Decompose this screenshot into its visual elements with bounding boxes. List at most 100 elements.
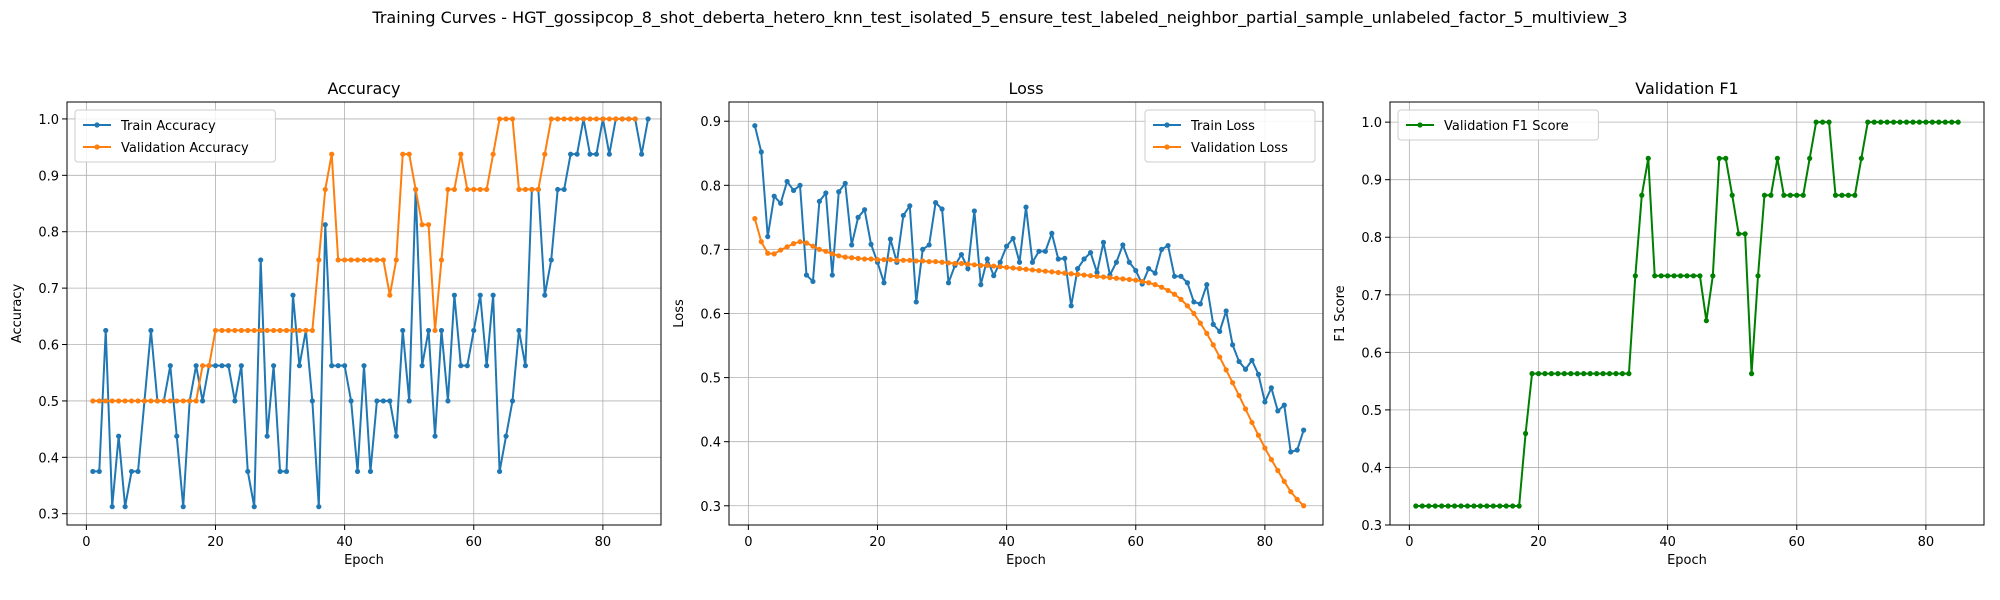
y-tick-label: 0.7 xyxy=(38,282,59,297)
data-point-train-loss xyxy=(1062,255,1068,261)
data-point-validation-loss xyxy=(823,248,829,254)
data-point-validation-f1-score xyxy=(1723,155,1729,161)
data-point-validation-accuracy xyxy=(174,398,180,404)
data-point-validation-loss xyxy=(1178,296,1184,302)
data-point-validation-loss xyxy=(1023,266,1029,272)
y-axis-label: Loss xyxy=(672,299,687,328)
data-point-validation-f1-score xyxy=(1419,503,1425,509)
data-point-train-loss xyxy=(1184,280,1191,286)
data-point-train-accuracy xyxy=(354,468,361,475)
data-point-validation-f1-score xyxy=(1497,503,1503,509)
data-point-train-accuracy xyxy=(283,468,290,475)
data-point-validation-loss xyxy=(958,260,965,267)
data-point-validation-f1-score xyxy=(1807,155,1813,161)
data-point-validation-loss xyxy=(907,257,913,263)
data-point-validation-loss xyxy=(1029,267,1036,273)
data-point-train-loss xyxy=(1094,269,1100,276)
y-tick-label: 0.9 xyxy=(38,169,59,184)
data-point-validation-f1-score xyxy=(1819,119,1826,125)
x-tick-label: 20 xyxy=(1530,535,1547,550)
data-point-train-accuracy xyxy=(555,186,561,193)
data-point-train-loss xyxy=(997,259,1003,265)
data-point-validation-f1-score xyxy=(1439,503,1445,509)
data-point-validation-accuracy xyxy=(380,257,386,263)
data-point-train-loss xyxy=(1268,385,1274,391)
x-tick-label: 0 xyxy=(744,535,752,550)
data-point-validation-loss xyxy=(991,263,997,269)
data-point-validation-f1-score xyxy=(1878,119,1884,125)
data-point-validation-accuracy xyxy=(238,327,244,334)
data-point-train-loss xyxy=(1294,447,1300,453)
data-point-validation-f1-score xyxy=(1477,503,1483,509)
data-point-train-accuracy xyxy=(509,398,516,404)
data-point-train-loss xyxy=(1236,358,1242,365)
data-point-validation-f1-score xyxy=(1845,192,1852,198)
data-point-validation-accuracy xyxy=(451,186,457,193)
data-point-validation-f1-score xyxy=(1426,503,1432,509)
data-point-train-accuracy xyxy=(606,151,612,157)
data-point-train-accuracy xyxy=(419,363,425,369)
y-tick-label: 0.5 xyxy=(700,372,721,387)
data-point-train-accuracy xyxy=(96,468,102,475)
legend-label: Validation Loss xyxy=(1191,141,1288,156)
data-point-train-loss xyxy=(1262,399,1268,405)
data-point-validation-loss xyxy=(1152,282,1158,288)
data-point-train-accuracy xyxy=(393,433,399,439)
data-point-train-loss xyxy=(823,190,829,196)
data-point-validation-f1-score xyxy=(1903,119,1910,125)
data-point-validation-loss xyxy=(952,260,958,267)
data-point-validation-loss xyxy=(887,257,894,263)
data-point-validation-f1-score xyxy=(1594,371,1600,377)
data-point-validation-f1-score xyxy=(1542,371,1548,377)
data-point-validation-f1-score xyxy=(1529,371,1535,377)
data-point-validation-accuracy xyxy=(587,116,593,122)
data-point-validation-f1-score xyxy=(1910,119,1916,125)
data-point-validation-f1-score xyxy=(1768,192,1774,198)
data-point-train-accuracy xyxy=(232,398,238,404)
data-point-train-accuracy xyxy=(193,363,199,369)
data-point-validation-accuracy xyxy=(199,363,206,369)
data-point-train-loss xyxy=(758,149,764,155)
data-point-validation-accuracy xyxy=(600,116,606,122)
data-point-train-accuracy xyxy=(238,363,244,369)
data-point-validation-f1-score xyxy=(1897,119,1903,125)
data-point-validation-accuracy xyxy=(516,186,522,193)
data-point-train-accuracy xyxy=(348,398,354,404)
data-point-validation-accuracy xyxy=(245,327,251,334)
data-point-validation-loss xyxy=(1075,271,1081,277)
axes-frame xyxy=(1389,101,1985,526)
data-point-train-loss xyxy=(1068,303,1074,309)
data-point-validation-f1-score xyxy=(1858,155,1864,161)
data-point-validation-loss xyxy=(945,260,952,266)
data-point-train-accuracy xyxy=(128,468,135,475)
data-point-train-loss xyxy=(836,189,842,195)
data-point-validation-f1-score xyxy=(1871,119,1877,125)
data-point-validation-f1-score xyxy=(1516,503,1522,509)
data-point-validation-f1-score xyxy=(1697,273,1703,279)
data-point-validation-f1-score xyxy=(1587,371,1593,377)
data-point-validation-loss xyxy=(1268,457,1274,463)
data-point-train-accuracy xyxy=(374,398,380,404)
data-point-train-accuracy xyxy=(199,398,206,404)
legend-swatch-marker xyxy=(94,122,100,128)
data-point-validation-f1-score xyxy=(1484,503,1490,509)
data-point-train-accuracy xyxy=(490,292,496,298)
data-point-validation-f1-score xyxy=(1742,231,1748,237)
data-point-validation-accuracy xyxy=(128,398,135,404)
data-point-validation-loss xyxy=(803,240,810,246)
data-point-validation-loss xyxy=(1068,271,1074,277)
data-point-train-accuracy xyxy=(135,468,141,475)
data-point-train-loss xyxy=(1217,328,1223,335)
data-point-validation-loss xyxy=(881,257,887,263)
data-point-validation-f1-score xyxy=(1503,503,1509,509)
x-tick-label: 60 xyxy=(465,535,482,550)
data-point-validation-accuracy xyxy=(335,257,341,263)
data-point-validation-f1-score xyxy=(1942,119,1948,125)
data-point-validation-loss xyxy=(874,257,881,263)
y-tick-label: 0.8 xyxy=(700,179,721,194)
data-point-train-accuracy xyxy=(167,363,173,369)
data-point-validation-f1-score xyxy=(1736,231,1742,237)
data-point-validation-accuracy xyxy=(568,116,574,122)
data-point-train-accuracy xyxy=(471,327,477,334)
